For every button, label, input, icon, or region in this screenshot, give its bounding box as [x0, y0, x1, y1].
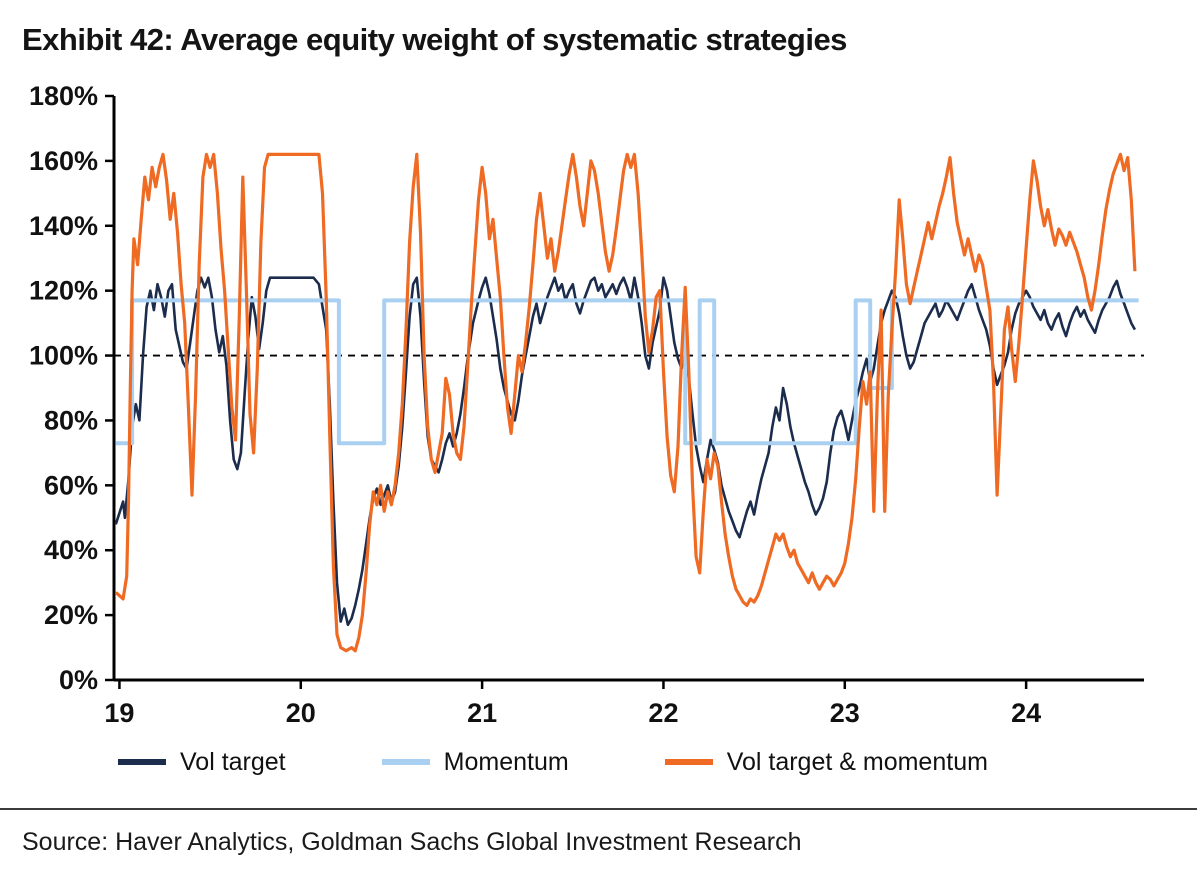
svg-text:60%: 60%	[44, 470, 98, 500]
svg-text:21: 21	[467, 698, 497, 728]
svg-text:140%: 140%	[29, 211, 98, 241]
svg-text:20%: 20%	[44, 600, 98, 630]
svg-text:20: 20	[286, 698, 316, 728]
source-note: Source: Haver Analytics, Goldman Sachs G…	[22, 828, 802, 856]
svg-text:100%: 100%	[29, 341, 98, 371]
chart-area: 0% 20% 40% 60% 80% 100% 120% 140% 160% 180% 19 20 21…	[4, 68, 1197, 740]
exhibit-title: Exhibit 42: Average equity weight of sys…	[22, 22, 847, 57]
svg-text:24: 24	[1011, 698, 1041, 728]
svg-text:22: 22	[648, 698, 678, 728]
legend-swatch-momentum	[381, 759, 430, 765]
svg-text:19: 19	[104, 698, 134, 728]
svg-text:40%: 40%	[44, 535, 98, 565]
svg-text:80%: 80%	[44, 405, 98, 435]
legend-item-vol-target-momentum: Vol target & momentum	[664, 747, 988, 777]
legend-label-vol-target-momentum: Vol target & momentum	[726, 747, 988, 776]
svg-text:0%: 0%	[59, 665, 98, 695]
divider-line	[0, 808, 1197, 810]
svg-text:23: 23	[830, 698, 860, 728]
svg-text:180%: 180%	[29, 81, 98, 111]
chart-svg: 0% 20% 40% 60% 80% 100% 120% 140% 160% 180% 19 20 21…	[29, 81, 1144, 728]
svg-text:120%: 120%	[29, 276, 98, 306]
svg-text:160%: 160%	[29, 146, 98, 176]
legend-item-vol-target: Vol target	[118, 748, 286, 777]
legend-item-momentum: Momentum	[381, 747, 569, 777]
chart-legend: Vol target Momentum Vol target & momentu…	[118, 742, 1197, 782]
legend-swatch-vol-target-momentum	[664, 759, 713, 765]
legend-label-vol-target: Vol target	[180, 747, 286, 776]
legend-swatch-vol-target	[118, 759, 166, 765]
legend-label-momentum: Momentum	[443, 747, 569, 776]
